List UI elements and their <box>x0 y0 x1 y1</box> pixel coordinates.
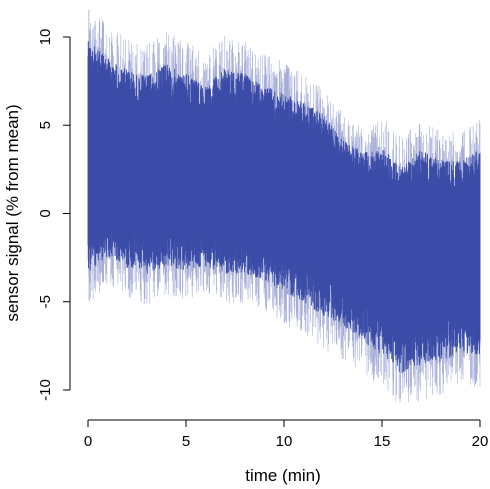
y-tick-label: 0 <box>37 209 54 217</box>
y-tick-label: -5 <box>37 295 54 308</box>
x-axis-ticks: 0 5 10 15 20 <box>84 420 489 450</box>
signal-trace-core <box>87 41 481 374</box>
x-tick-label: 0 <box>84 433 92 450</box>
x-tick-label: 20 <box>472 433 489 450</box>
y-axis-label: sensor signal (% from mean) <box>3 104 22 321</box>
x-tick-label: 5 <box>182 433 190 450</box>
y-tick-label: 5 <box>37 121 54 129</box>
y-tick-label: 10 <box>37 29 54 46</box>
x-axis-label: time (min) <box>245 466 321 485</box>
y-axis-ticks: -10 -5 0 5 10 <box>37 29 70 401</box>
signal-trace-series <box>87 9 481 403</box>
x-tick-label: 10 <box>276 433 293 450</box>
x-tick-label: 15 <box>374 433 391 450</box>
y-tick-label: -10 <box>37 379 54 401</box>
